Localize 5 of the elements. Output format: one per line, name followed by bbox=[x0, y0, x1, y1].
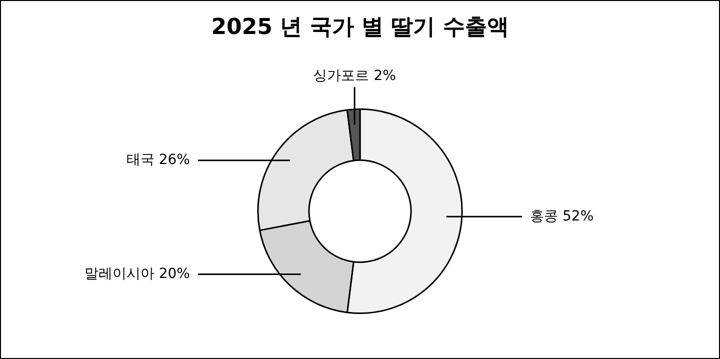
slice-label: 싱가포르 2% bbox=[313, 68, 396, 84]
slice-label: 태국 26% bbox=[126, 152, 190, 168]
chart-title: 2025 년 국가 별 딸기 수출액 bbox=[211, 14, 509, 40]
slice-label: 말레이시아 20% bbox=[84, 266, 190, 282]
slice-label: 홍콩 52% bbox=[530, 208, 594, 224]
